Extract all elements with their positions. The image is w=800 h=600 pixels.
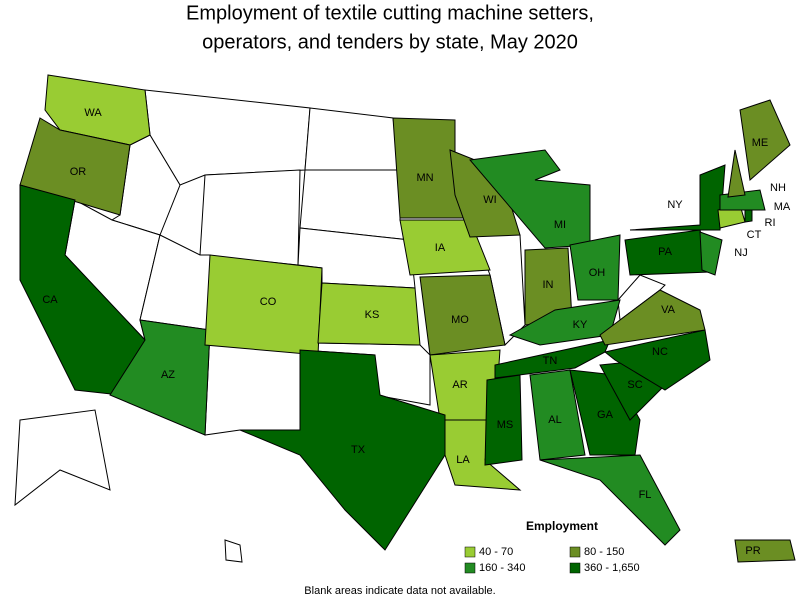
state-label: FL [639,489,652,501]
state [109,319,211,436]
state [419,274,506,356]
state-label: OH [589,267,606,279]
state-blank [199,169,301,266]
state [727,149,746,198]
state-label: CO [260,296,277,308]
legend-swatch [464,546,476,558]
state-label: CA [42,294,58,306]
state-label: AZ [161,369,175,381]
state-blank [14,409,111,507]
state [469,149,591,249]
legend-swatch [464,562,476,574]
state-label: GA [597,409,614,421]
state-label: AL [548,414,561,426]
state [629,164,726,231]
state-label: MN [416,172,433,184]
state [699,231,723,276]
state-label: IN [543,279,554,291]
state-label: VA [661,304,676,316]
state-label: MS [497,419,514,431]
state-label: KS [365,309,380,321]
state [599,289,706,346]
state-label: TX [351,444,366,456]
state-label: OR [70,166,87,178]
legend: Employment 40 - 70 80 - 150 160 - 340 360 -… [464,519,640,574]
state-label: WA [84,107,102,119]
footnote: Blank areas indicate data not available. [304,585,495,597]
legend-swatch [569,546,581,558]
title-line: Employment of textile cutting machine se… [186,2,594,24]
state-label: NY [667,199,683,211]
title-line: operators, and tenders by state, May 202… [202,31,578,53]
state-label: WI [483,194,496,206]
state [494,339,611,379]
state-label: ME [752,137,769,149]
state [744,209,753,223]
state-blank [617,274,666,321]
state-label: MI [554,219,566,231]
legend-title: Employment [526,519,598,533]
state [508,299,621,346]
legend-label: 360 - 1,650 [584,562,640,574]
state-label: LA [456,454,470,466]
state-label: NH [770,182,786,194]
legend-label: 40 - 70 [479,546,513,558]
states: WA OR CA AZ CO KS IA MN WI MI IN OH KY MO AR LA TX MS AL GA… [19,74,796,563]
state-blank [304,107,401,171]
state-label: AR [452,379,467,391]
state [19,117,131,216]
state [399,219,491,276]
state-label: MO [451,314,469,326]
legend-swatch [569,562,581,574]
state-label: KY [573,319,588,331]
state-label: IA [435,242,446,254]
state-blank [224,539,243,563]
state-label: MA [774,201,791,213]
state [539,454,681,546]
state-label: PA [658,246,673,258]
state-label: RI [765,217,776,229]
legend-label: 160 - 340 [479,562,525,574]
state-label: NC [652,346,668,358]
state-label: NJ [734,247,747,259]
state-label: PR [745,545,760,557]
state [529,369,586,461]
state [739,99,791,181]
state-label: TN [543,355,558,367]
legend-label: 80 - 150 [584,546,624,558]
state [603,329,711,391]
state [239,349,446,551]
state [734,539,796,563]
state [317,282,421,346]
state-label: SC [627,379,642,391]
state-label: CT [747,229,762,241]
